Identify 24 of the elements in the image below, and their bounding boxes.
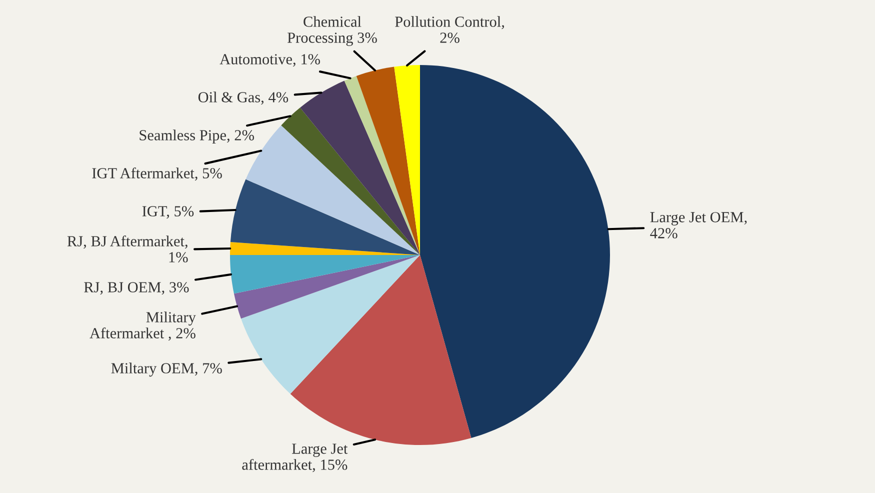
pie-slice bbox=[420, 65, 610, 438]
pie-slice bbox=[281, 108, 420, 255]
pie-slice bbox=[234, 255, 420, 319]
pie-slice bbox=[230, 255, 420, 294]
slice-label: RJ, BJ Aftermarket, 1% bbox=[67, 236, 188, 262]
slice-label: Miltary OEM, 7% bbox=[111, 362, 222, 377]
slice-label: RJ, BJ OEM, 3% bbox=[84, 282, 189, 295]
slice-label: IGT, 5% bbox=[142, 206, 194, 219]
slice-label: Chemical Processing 3% bbox=[288, 16, 377, 46]
pie-slice bbox=[356, 66, 420, 255]
slice-label: Automotive, 1% bbox=[220, 54, 320, 67]
slice-label: Oil & Gas, 4% bbox=[198, 92, 288, 105]
slice-label: IGT Aftermarket, 5% bbox=[92, 167, 222, 181]
pie-slice bbox=[344, 76, 420, 255]
slice-label: Seamless Pipe, 2% bbox=[140, 130, 254, 144]
slice-label: Military Aftermarket , 2% bbox=[90, 312, 196, 341]
slice-label: Pollution Control, 2% bbox=[395, 16, 504, 43]
pie-slice bbox=[394, 65, 420, 255]
pie-slice bbox=[290, 255, 472, 445]
pie-slice bbox=[230, 179, 420, 255]
slice-label: Large Jet OEM, 42% bbox=[650, 212, 747, 238]
pie-slice bbox=[300, 80, 420, 255]
pie-slice bbox=[240, 255, 420, 394]
slice-label: Large Jet aftermarket, 15% bbox=[242, 444, 348, 472]
